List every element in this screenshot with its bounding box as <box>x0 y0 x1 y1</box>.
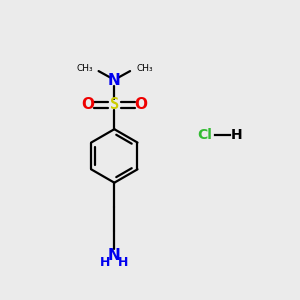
Text: H: H <box>100 256 111 269</box>
Text: CH₃: CH₃ <box>136 64 153 73</box>
Text: O: O <box>135 97 148 112</box>
Text: S: S <box>110 97 119 112</box>
Text: O: O <box>81 97 94 112</box>
Text: N: N <box>108 248 121 263</box>
Text: N: N <box>108 73 121 88</box>
Text: Cl: Cl <box>197 128 212 142</box>
Text: H: H <box>231 128 243 142</box>
Text: H: H <box>118 256 128 269</box>
Text: CH₃: CH₃ <box>76 64 93 73</box>
